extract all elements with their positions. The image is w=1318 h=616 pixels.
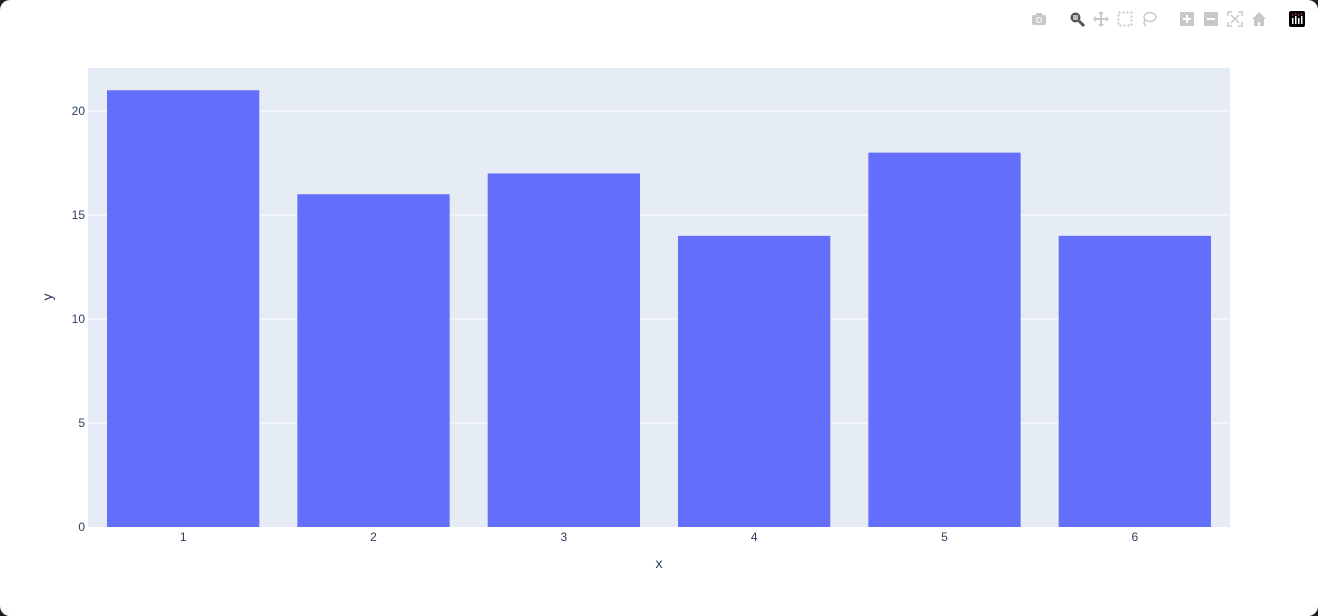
y-tick-label: 15 bbox=[72, 208, 86, 222]
x-tick-label: 4 bbox=[751, 530, 758, 544]
lasso-select-icon[interactable] bbox=[1140, 10, 1158, 28]
modebar bbox=[1030, 10, 1306, 28]
bar-2[interactable] bbox=[297, 194, 450, 527]
zoom-out-icon[interactable] bbox=[1202, 10, 1220, 28]
plotly-logo-icon[interactable] bbox=[1288, 10, 1306, 28]
bar-1[interactable] bbox=[107, 90, 260, 527]
x-tick-label: 3 bbox=[560, 530, 567, 544]
y-tick-label: 0 bbox=[78, 520, 85, 534]
x-tick-label: 6 bbox=[1131, 530, 1138, 544]
y-tick-label: 10 bbox=[72, 312, 86, 326]
bar-6[interactable] bbox=[1058, 235, 1211, 528]
y-tick-label: 5 bbox=[78, 416, 85, 430]
y-axis-title: y bbox=[39, 294, 55, 301]
y-tick-label: 20 bbox=[72, 104, 86, 118]
plot-area[interactable] bbox=[88, 68, 1230, 527]
x-tick-label: 5 bbox=[941, 530, 948, 544]
zoom-in-icon[interactable] bbox=[1178, 10, 1196, 28]
pan-icon[interactable] bbox=[1092, 10, 1110, 28]
camera-icon[interactable] bbox=[1030, 10, 1048, 28]
box-select-icon[interactable] bbox=[1116, 10, 1134, 28]
bar-4[interactable] bbox=[678, 235, 831, 528]
reset-axes-icon[interactable] bbox=[1250, 10, 1268, 28]
x-tick-label: 2 bbox=[370, 530, 377, 544]
bar-3[interactable] bbox=[487, 173, 640, 528]
bar-5[interactable] bbox=[868, 152, 1021, 527]
zoom-icon[interactable] bbox=[1068, 10, 1086, 28]
x-axis-title: x bbox=[656, 555, 663, 571]
x-tick-label: 1 bbox=[180, 530, 187, 544]
autoscale-icon[interactable] bbox=[1226, 10, 1244, 28]
